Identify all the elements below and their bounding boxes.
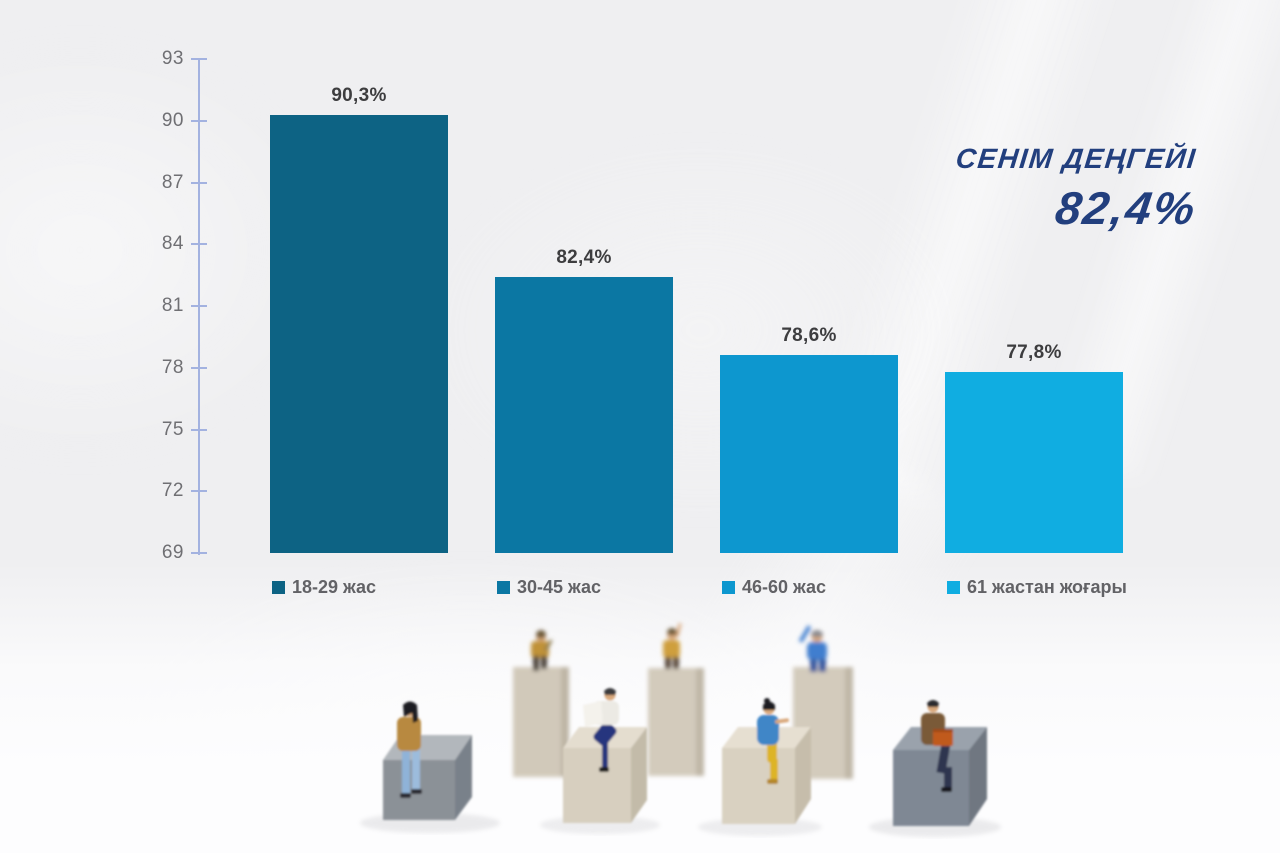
legend-swatch: [722, 581, 735, 594]
woman-blue-yellow-on-cube: [722, 698, 811, 824]
y-axis-label: 75: [161, 418, 184, 440]
y-axis-label: 90: [161, 109, 184, 131]
waving-figure-on-column-2: [648, 622, 704, 776]
y-axis-line: [198, 59, 200, 555]
legend-item: 46-60 жас: [722, 577, 826, 598]
bar-value-label: 77,8%: [1006, 341, 1062, 363]
background-swirl: [120, 560, 820, 853]
man-with-briefcase-on-gray-cube: [893, 700, 987, 826]
legend-item: 30-45 жас: [497, 577, 601, 598]
legend-label: 46-60 жас: [742, 577, 827, 597]
y-axis-tick: [191, 243, 207, 246]
y-axis-label: 69: [161, 542, 184, 563]
y-axis-label: 84: [161, 233, 184, 255]
scene-floor: [0, 563, 1280, 853]
bar-61 жастан жоғары: [945, 371, 1123, 553]
y-axis-tick: [191, 305, 207, 307]
bar-30-45 жас: [495, 277, 673, 553]
legend-item: 18-29 жас: [272, 577, 376, 598]
legend-label: 18-29 жас: [292, 577, 377, 597]
bar-value-label: 82,4%: [556, 247, 612, 269]
seated-figure-on-column-1: [513, 630, 569, 777]
y-axis-label: 81: [161, 295, 184, 316]
y-axis-tick: [191, 119, 207, 122]
bar-value-label: 90,3%: [331, 84, 387, 106]
y-axis-tick: [191, 490, 207, 493]
chart-title-value: 82,4%: [1051, 182, 1200, 234]
y-axis-label: 93: [161, 48, 184, 69]
legend-item: 61 жастан жоғары: [947, 577, 1127, 598]
bar-value-label: 78,6%: [781, 325, 837, 347]
y-axis-tick: [191, 58, 207, 60]
legend-swatch: [272, 581, 285, 594]
y-axis-label: 78: [161, 356, 184, 378]
y-axis-tick: [191, 428, 207, 431]
figurine-scene: [360, 622, 1001, 837]
chart-title-block: СЕНІМ ДЕҢГЕЙІ 82,4%: [954, 143, 1200, 235]
y-axis-tick: [191, 366, 207, 369]
y-axis-label: 87: [161, 171, 184, 193]
woman-on-gray-cube: [383, 701, 472, 820]
bar-46-60 жас: [720, 355, 898, 553]
man-reading-newspaper: [563, 688, 647, 823]
y-axis-label: 72: [161, 480, 184, 502]
y-axis-tick: [191, 181, 207, 184]
bar-18-29 жас: [270, 114, 448, 553]
chart-title: СЕНІМ ДЕҢГЕЙІ: [954, 143, 1198, 174]
legend-label: 61 жастан жоғары: [967, 577, 1127, 597]
waving-figure-on-column-3: [793, 625, 853, 779]
legend-swatch: [497, 581, 510, 594]
legend-swatch: [947, 581, 960, 594]
y-axis-tick: [191, 552, 207, 554]
legend-label: 30-45 жас: [517, 577, 602, 597]
